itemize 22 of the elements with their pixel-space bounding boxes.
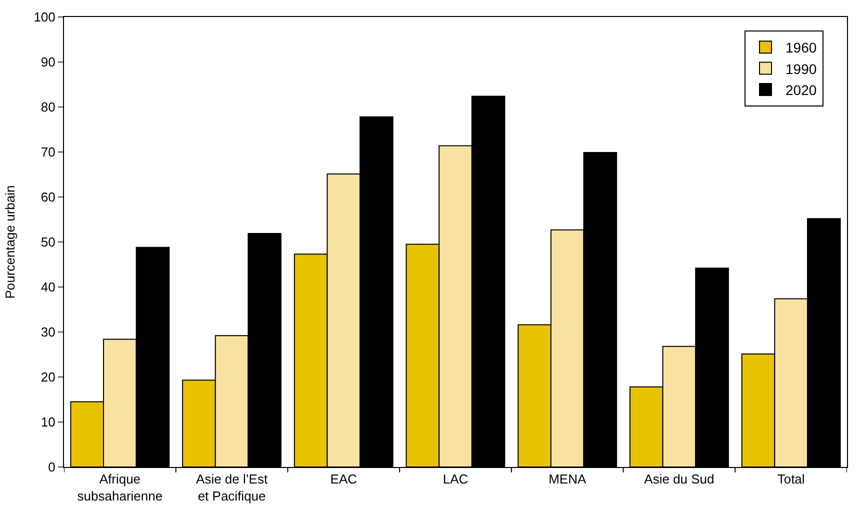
y-tick-label: 70 — [40, 144, 56, 160]
y-tick-label: 90 — [40, 54, 56, 70]
x-tick-label: LAC — [442, 472, 468, 487]
y-tick-label: 80 — [40, 100, 56, 115]
y-axis-title: Pourcentage urbain — [2, 185, 18, 299]
y-tick-label: 30 — [40, 324, 56, 340]
legend-label: 2020 — [786, 82, 817, 98]
x-tick-label: Asie du Sud — [644, 472, 714, 487]
y-tick-label: 20 — [40, 370, 56, 385]
y-tick-label: 100 — [34, 10, 56, 25]
x-tick-label: EAC — [330, 472, 358, 487]
x-tick-label: Total — [777, 472, 805, 487]
legend-label: 1960 — [786, 40, 817, 56]
y-tick-label: 50 — [40, 234, 56, 250]
legend-label: 1990 — [786, 60, 817, 77]
x-tick-label: Asie de l’Est et Pacifique — [196, 472, 268, 504]
y-tick-label: 0 — [48, 460, 56, 475]
y-tick-label: 60 — [40, 190, 56, 205]
y-tick-label: 10 — [40, 414, 56, 430]
x-tick-label: Afrique subsaharienne — [77, 472, 163, 504]
y-tick-label: 40 — [40, 280, 56, 295]
x-tick-label: MENA — [548, 472, 586, 487]
